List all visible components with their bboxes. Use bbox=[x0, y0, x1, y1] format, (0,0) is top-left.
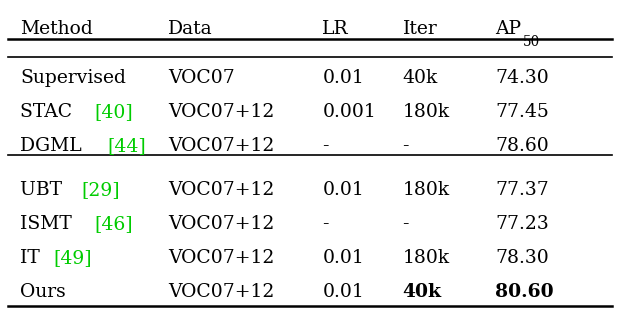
Text: IT: IT bbox=[20, 249, 46, 267]
Text: 74.30: 74.30 bbox=[495, 69, 549, 87]
Text: 180k: 180k bbox=[402, 103, 450, 121]
Text: ISMT: ISMT bbox=[20, 215, 78, 233]
Text: UBT: UBT bbox=[20, 181, 68, 199]
Text: VOC07+12: VOC07+12 bbox=[168, 137, 275, 155]
Text: AP: AP bbox=[495, 20, 521, 38]
Text: [49]: [49] bbox=[53, 249, 92, 267]
Text: 0.01: 0.01 bbox=[322, 69, 364, 87]
Text: 77.45: 77.45 bbox=[495, 103, 549, 121]
Text: Supervised: Supervised bbox=[20, 69, 126, 87]
Text: VOC07+12: VOC07+12 bbox=[168, 249, 275, 267]
Text: STAC: STAC bbox=[20, 103, 78, 121]
Text: -: - bbox=[402, 215, 409, 233]
Text: 50: 50 bbox=[523, 35, 540, 49]
Text: VOC07: VOC07 bbox=[168, 69, 235, 87]
Text: -: - bbox=[402, 137, 409, 155]
Text: 180k: 180k bbox=[402, 249, 450, 267]
Text: LR: LR bbox=[322, 20, 349, 38]
Text: 0.01: 0.01 bbox=[322, 283, 364, 301]
Text: VOC07+12: VOC07+12 bbox=[168, 215, 275, 233]
Text: 80.60: 80.60 bbox=[495, 283, 554, 301]
Text: [29]: [29] bbox=[82, 181, 120, 199]
Text: 0.01: 0.01 bbox=[322, 249, 364, 267]
Text: DGML: DGML bbox=[20, 137, 87, 155]
Text: -: - bbox=[322, 137, 329, 155]
Text: 40k: 40k bbox=[402, 69, 438, 87]
Text: [40]: [40] bbox=[95, 103, 133, 121]
Text: 78.60: 78.60 bbox=[495, 137, 549, 155]
Text: [46]: [46] bbox=[94, 215, 133, 233]
Text: 40k: 40k bbox=[402, 283, 441, 301]
Text: 0.001: 0.001 bbox=[322, 103, 376, 121]
Text: Iter: Iter bbox=[402, 20, 437, 38]
Text: VOC07+12: VOC07+12 bbox=[168, 103, 275, 121]
Text: Data: Data bbox=[168, 20, 213, 38]
Text: -: - bbox=[322, 215, 329, 233]
Text: 77.37: 77.37 bbox=[495, 181, 549, 199]
Text: [44]: [44] bbox=[107, 137, 146, 155]
Text: Ours: Ours bbox=[20, 283, 66, 301]
Text: 180k: 180k bbox=[402, 181, 450, 199]
Text: VOC07+12: VOC07+12 bbox=[168, 283, 275, 301]
Text: 78.30: 78.30 bbox=[495, 249, 549, 267]
Text: Method: Method bbox=[20, 20, 92, 38]
Text: 77.23: 77.23 bbox=[495, 215, 549, 233]
Text: 0.01: 0.01 bbox=[322, 181, 364, 199]
Text: VOC07+12: VOC07+12 bbox=[168, 181, 275, 199]
